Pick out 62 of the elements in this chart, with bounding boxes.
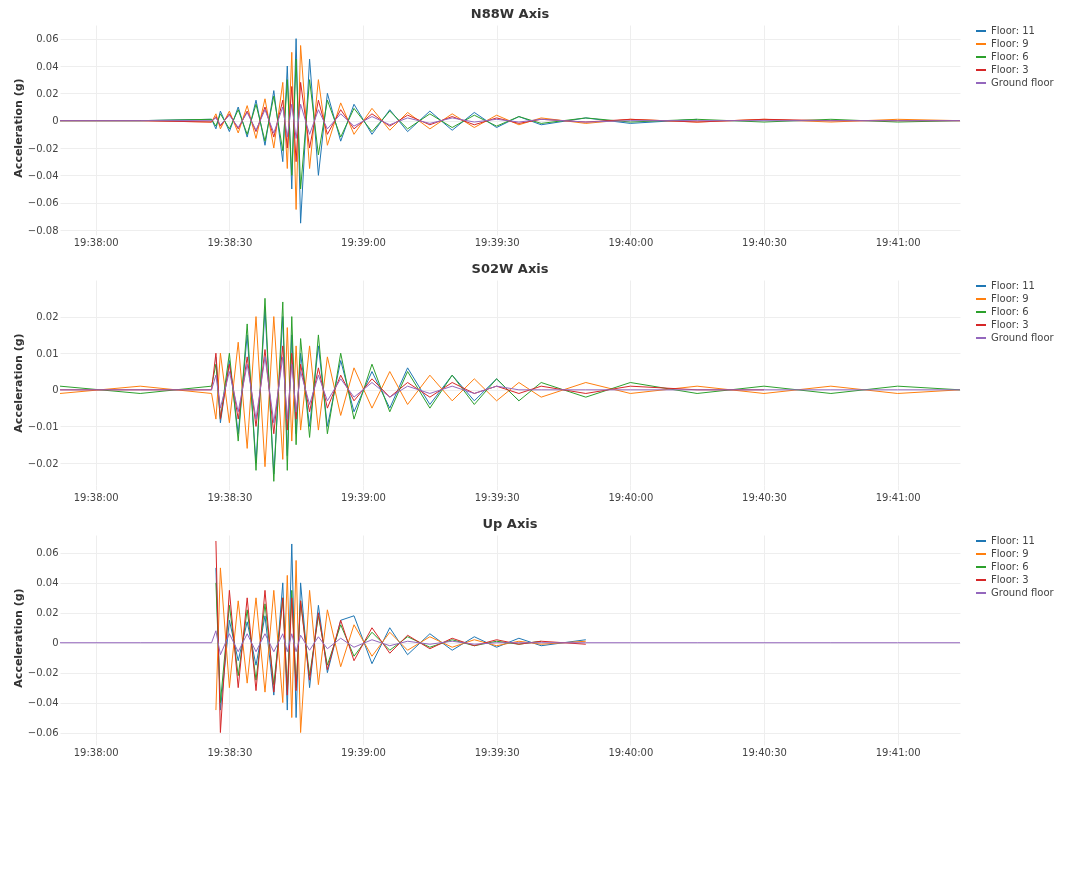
- y-tick-label: −0.06: [27, 197, 59, 209]
- y-tick-label: −0.01: [27, 420, 59, 432]
- y-axis-title: Acceleration (g): [11, 78, 25, 178]
- legend-label: Floor: 3: [991, 64, 1029, 75]
- legend-label: Floor: 9: [991, 38, 1029, 49]
- y-tick-label: 0.02: [36, 87, 59, 99]
- legend-label: Floor: 6: [991, 306, 1029, 317]
- x-tick-label: 19:40:00: [608, 491, 654, 503]
- legend-label: Ground floor: [991, 587, 1055, 598]
- legend-label: Ground floor: [991, 77, 1055, 88]
- y-tick-label: −0.04: [27, 169, 59, 181]
- y-tick-label: 0.04: [36, 60, 59, 72]
- x-tick-label: 19:41:00: [875, 236, 921, 248]
- legend-label: Floor: 6: [991, 561, 1029, 572]
- legend-label: Floor: 9: [991, 293, 1029, 304]
- y-tick-label: −0.08: [27, 224, 59, 236]
- chart-title: Up Axis: [482, 516, 538, 531]
- x-tick-label: 19:41:00: [875, 491, 921, 503]
- x-tick-label: 19:38:30: [207, 491, 253, 503]
- legend-label: Floor: 11: [991, 25, 1035, 36]
- x-tick-label: 19:40:00: [608, 746, 654, 758]
- y-axis-title: Acceleration (g): [11, 588, 25, 688]
- x-tick-label: 19:39:00: [341, 746, 386, 758]
- x-tick-label: 19:39:30: [474, 746, 520, 758]
- y-tick-label: −0.02: [27, 667, 59, 679]
- y-tick-label: 0.02: [36, 311, 59, 323]
- legend-label: Floor: 3: [991, 574, 1029, 585]
- x-tick-label: 19:40:00: [608, 236, 654, 248]
- legend-label: Floor: 11: [991, 280, 1035, 291]
- chart-title: N88W Axis: [470, 6, 550, 21]
- chart-title: S02W Axis: [471, 261, 549, 276]
- y-tick-label: 0.01: [36, 347, 59, 359]
- x-tick-label: 19:39:00: [341, 236, 386, 248]
- x-tick-label: 19:38:00: [73, 746, 119, 758]
- legend-label: Floor: 9: [991, 548, 1029, 559]
- y-tick-label: 0: [52, 115, 59, 127]
- y-tick-label: 0.06: [36, 547, 59, 559]
- y-tick-label: 0: [52, 384, 59, 396]
- y-tick-label: 0: [52, 637, 59, 649]
- x-tick-label: 19:38:00: [73, 491, 119, 503]
- y-axis-title: Acceleration (g): [11, 333, 25, 433]
- x-tick-label: 19:40:30: [742, 746, 787, 758]
- y-tick-label: −0.02: [27, 457, 59, 469]
- x-tick-label: 19:41:00: [875, 746, 921, 758]
- y-tick-label: −0.06: [27, 727, 59, 739]
- y-tick-label: −0.04: [27, 697, 59, 709]
- y-tick-label: 0.02: [36, 607, 59, 619]
- legend-label: Floor: 3: [991, 319, 1029, 330]
- x-tick-label: 19:40:30: [742, 491, 787, 503]
- x-tick-label: 19:38:30: [207, 236, 253, 248]
- x-tick-label: 19:39:30: [474, 236, 520, 248]
- x-tick-label: 19:38:30: [207, 746, 253, 758]
- x-tick-label: 19:40:30: [742, 236, 787, 248]
- x-tick-label: 19:39:00: [341, 491, 386, 503]
- y-tick-label: 0.06: [36, 33, 59, 45]
- x-tick-label: 19:38:00: [73, 236, 119, 248]
- legend-label: Ground floor: [991, 332, 1055, 343]
- legend-label: Floor: 11: [991, 535, 1035, 546]
- legend-label: Floor: 6: [991, 51, 1029, 62]
- y-tick-label: 0.04: [36, 577, 59, 589]
- x-tick-label: 19:39:30: [474, 491, 520, 503]
- y-tick-label: −0.02: [27, 142, 59, 154]
